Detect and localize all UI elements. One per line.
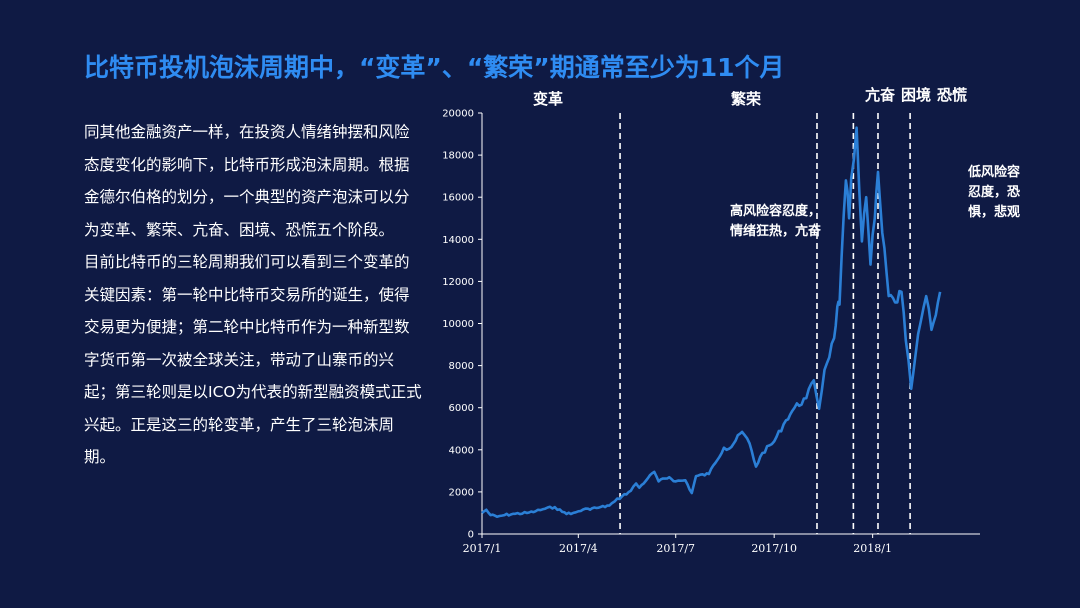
y-tick-label: 18000 — [442, 151, 474, 162]
x-tick-label: 2017/10 — [751, 542, 797, 555]
y-tick-label: 20000 — [442, 109, 474, 120]
annotation-text: 惧，悲观 — [968, 204, 1020, 220]
y-tick-label: 2000 — [449, 487, 474, 498]
y-tick-label: 8000 — [449, 361, 474, 372]
phase-label: 繁荣 — [730, 90, 762, 108]
x-tick-label: 2017/7 — [656, 542, 695, 555]
paragraph-1: 同其他金融资产一样，在投资人情绪钟摆和风险态度变化的影响下，比特币形成泡沫周期。… — [84, 123, 410, 239]
x-tick-label: 2018/1 — [853, 542, 892, 555]
x-tick-label: 2017/1 — [463, 542, 502, 555]
phase-label: 恐慌 — [937, 86, 967, 104]
y-tick-label: 16000 — [442, 193, 474, 204]
x-tick-label: 2017/4 — [559, 542, 598, 555]
y-tick-label: 6000 — [449, 403, 474, 414]
y-tick-label: 4000 — [449, 445, 474, 456]
price-line — [481, 126, 942, 518]
page-title: 比特币投机泡沫周期中，“变革”、“繁荣”期通常至少为11个月 — [84, 53, 785, 82]
annotation-text: 低风险容 — [967, 164, 1020, 180]
paragraph-2: 目前比特币的三轮周期我们可以看到三个变革的关键因素：第一轮中比特币交易所的诞生，… — [84, 253, 422, 466]
y-tick-label: 10000 — [442, 319, 474, 330]
body-text: 同其他金融资产一样，在投资人情绪钟摆和风险态度变化的影响下，比特币形成泡沫周期。… — [84, 116, 424, 474]
phase-label: 困境 — [901, 86, 931, 104]
phase-label: 变革 — [533, 90, 563, 108]
annotation-text: 情绪狂热，亢奋 — [730, 223, 822, 239]
phase-label: 亢奋 — [865, 86, 896, 104]
y-tick-label: 14000 — [442, 235, 474, 246]
annotation-text: 忍度，恐 — [968, 184, 1020, 200]
y-tick-label: 12000 — [442, 277, 474, 288]
annotation-text: 高风险容忍度， — [730, 203, 821, 219]
y-tick-label: 0 — [468, 530, 474, 541]
